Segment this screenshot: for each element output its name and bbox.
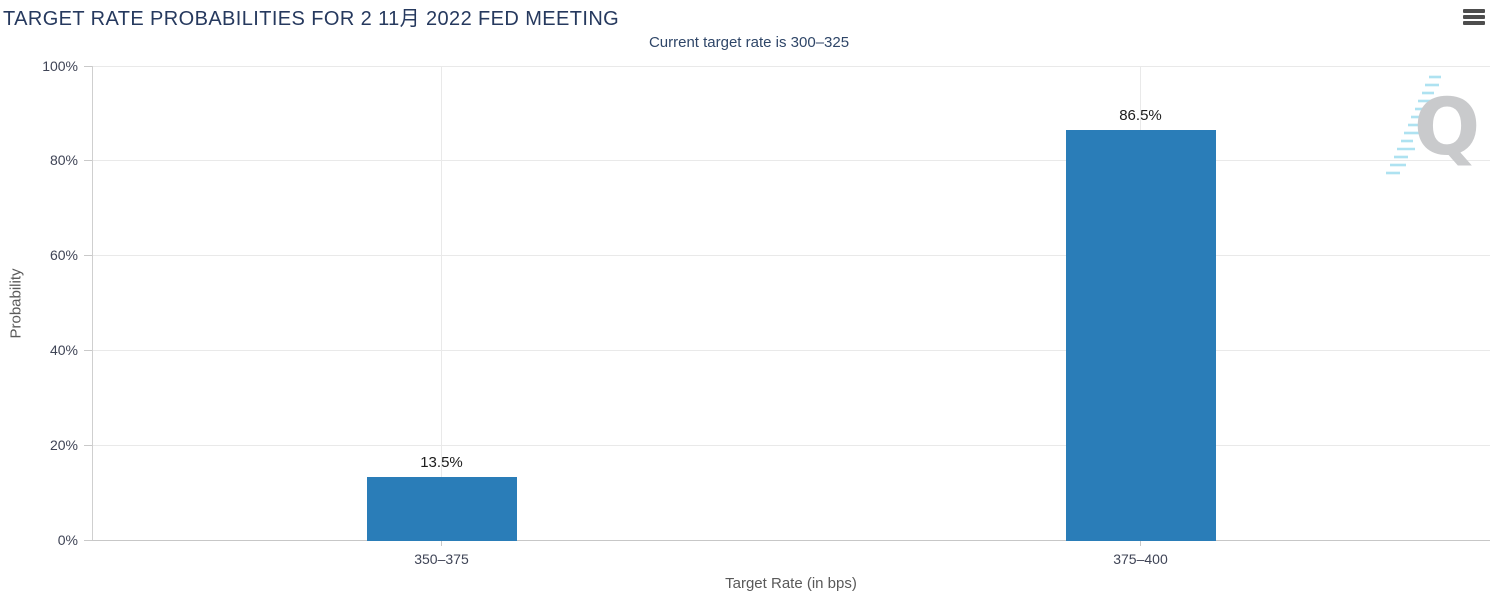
y-tick-label: 0% (57, 532, 78, 548)
x-tick-label-350-375: 350–375 (414, 551, 469, 567)
x-tick-label-375-400: 375–400 (1113, 551, 1168, 567)
y-tick-label: 40% (49, 342, 78, 358)
plot-area: 0% 20% 40% 60% 80% 100% 350–375 375–400 … (42, 58, 1490, 567)
y-tick-label: 60% (49, 247, 78, 263)
y-tick (84, 350, 92, 351)
x-tick (1140, 541, 1141, 546)
x-tick (441, 541, 442, 546)
y-tick (84, 255, 92, 256)
y-tick (84, 540, 92, 541)
y-tick (84, 160, 92, 161)
bar-375-400[interactable] (1065, 130, 1216, 541)
y-tick-label: 100% (42, 58, 78, 74)
bar-350-375[interactable] (366, 476, 517, 541)
chart-title: TARGET RATE PROBABILITIES FOR 2 11月 2022… (3, 8, 620, 30)
gridline-60pct (92, 255, 1490, 256)
y-axis-line (92, 66, 93, 541)
y-tick-label: 20% (49, 437, 78, 453)
y-tick-label: 80% (49, 152, 78, 168)
gridline-category-1 (441, 66, 442, 541)
y-tick (84, 66, 92, 67)
gridline-100pct (92, 66, 1490, 67)
gridline-40pct (92, 350, 1490, 351)
y-tick (84, 445, 92, 446)
bar-slot-375-400: 86.5% (1065, 66, 1216, 541)
bar-value-label: 86.5% (1119, 107, 1162, 125)
gridline-20pct (92, 445, 1490, 446)
q-logo-watermark: Q (1386, 75, 1480, 175)
hamburger-menu-icon[interactable] (1463, 9, 1485, 25)
gridline-80pct (92, 160, 1490, 161)
y-axis-title-wrap: Probability (0, 66, 32, 541)
y-axis-title: Probability (7, 268, 25, 339)
x-axis-title: Target Rate (in bps) (725, 575, 857, 592)
x-axis-line (92, 540, 1490, 541)
chart-subtitle: Current target rate is 300–325 (648, 34, 850, 51)
bar-value-label: 13.5% (420, 453, 463, 471)
bar-slot-350-375: 13.5% (366, 66, 517, 541)
